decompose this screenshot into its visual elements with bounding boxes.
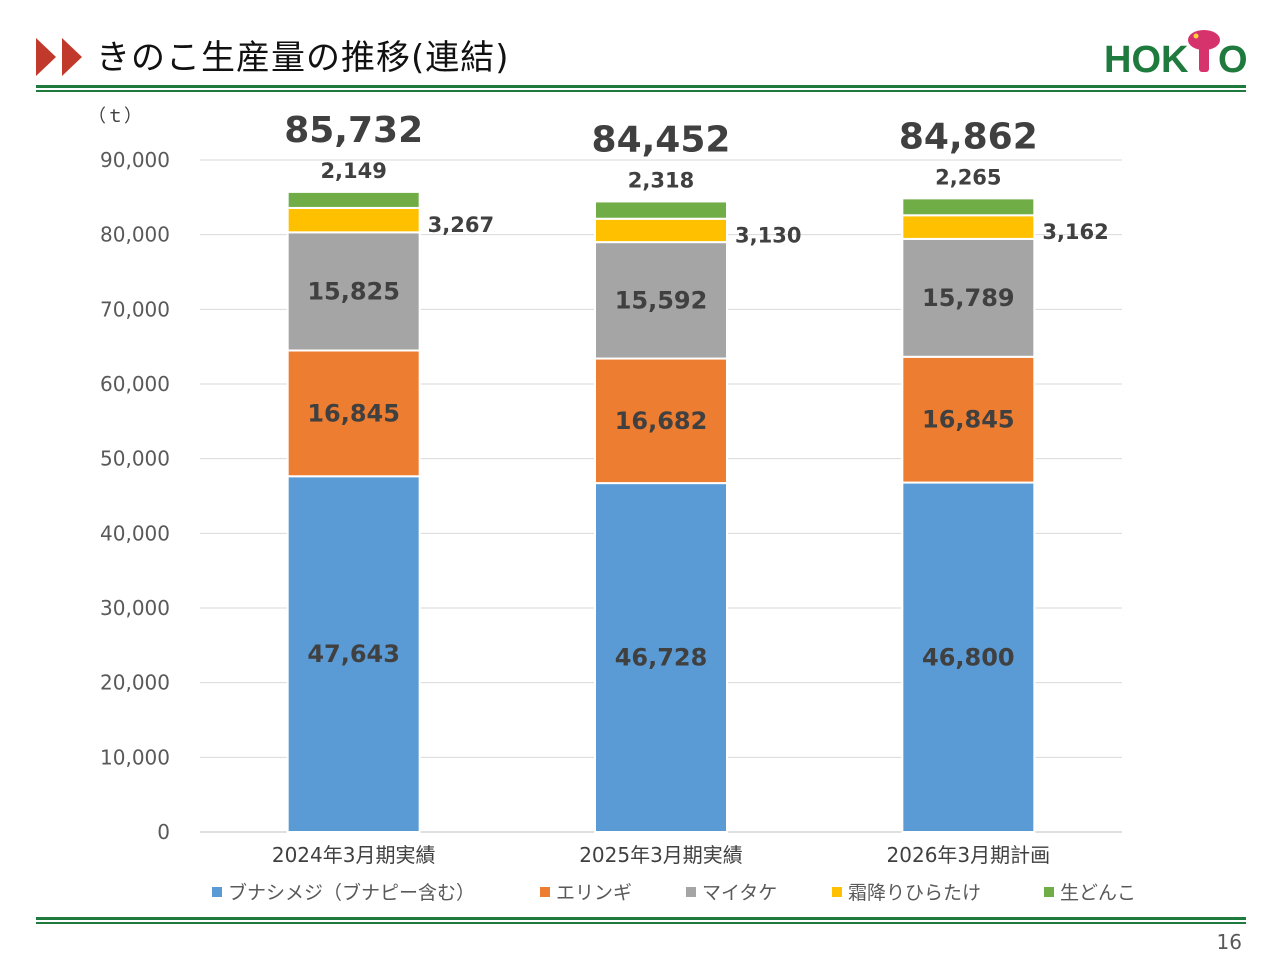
data-label: 15,789 [922, 284, 1015, 312]
data-label: 16,845 [922, 406, 1015, 434]
page-title: きのこ生産量の推移(連結) [96, 38, 510, 78]
y-tick-label: 80,000 [100, 223, 170, 247]
svg-text:HOK: HOK [1104, 39, 1189, 80]
total-label: 84,862 [899, 116, 1038, 157]
legend-swatch [686, 886, 696, 897]
data-label: 47,643 [307, 640, 400, 668]
page-number: 16 [1216, 930, 1242, 954]
legend-label: 生どんこ [1060, 882, 1137, 904]
header-rule [36, 85, 1246, 88]
data-label: 3,267 [428, 213, 494, 237]
bar-segment [901, 237, 1036, 358]
y-tick-label: 20,000 [100, 671, 170, 695]
y-tick-label: 10,000 [100, 745, 170, 769]
bar-segment [594, 357, 728, 485]
data-label: 3,130 [735, 223, 801, 247]
bar-segment [594, 200, 728, 220]
x-category-label: 2025年3月期実績 [579, 843, 743, 867]
bar-segment [901, 481, 1036, 833]
bar-segment [594, 482, 728, 833]
data-label: 2,149 [320, 159, 386, 183]
data-label: 2,265 [935, 165, 1001, 189]
footer-rule-thin [36, 922, 1246, 924]
bar-segment [901, 355, 1036, 484]
data-label: 46,728 [615, 644, 708, 672]
bar-segment [286, 206, 421, 234]
chart-legend: ブナシメジ（ブナピー含む） エリンギ マイタケ 霜降りひらたけ 生どんこ [0, 878, 1280, 908]
footer-rule [36, 917, 1246, 920]
y-tick-label: 40,000 [100, 521, 170, 545]
total-label: 85,732 [284, 110, 423, 151]
slide-header: きのこ生産量の推移(連結) HOK O [0, 0, 1280, 100]
legend-label: マイタケ [702, 882, 778, 904]
double-arrow-icon [36, 38, 82, 76]
bar-segment [286, 475, 421, 833]
y-tick-label: 50,000 [100, 447, 170, 471]
y-tick-label: 30,000 [100, 596, 170, 620]
legend-swatch [1044, 886, 1054, 897]
data-label: 16,845 [307, 399, 400, 427]
legend-swatch [832, 886, 842, 897]
header-rule-thin [36, 90, 1246, 92]
y-tick-label: 60,000 [100, 372, 170, 396]
legend-item: マイタケ [686, 878, 777, 905]
x-category-label: 2024年3月期実績 [272, 843, 436, 867]
x-category-label: 2026年3月期計画 [887, 843, 1051, 867]
legend-label: エリンギ [556, 882, 633, 904]
legend-label: 霜降りひらたけ [848, 882, 982, 904]
y-tick-label: 90,000 [100, 148, 170, 172]
bar-segment [286, 190, 421, 209]
data-label: 3,162 [1042, 220, 1108, 244]
bar-segment [594, 217, 728, 244]
legend-item: 生どんこ [1044, 878, 1136, 905]
legend-swatch [212, 886, 222, 897]
data-label: 46,800 [922, 643, 1015, 671]
bar-segment [594, 241, 728, 360]
bar-segment [901, 197, 1036, 217]
data-label: 15,592 [615, 286, 708, 314]
hokto-logo: HOK O [1104, 30, 1248, 80]
y-axis-unit-label: （ｔ） [88, 106, 142, 127]
svg-text:O: O [1218, 39, 1248, 80]
legend-label: ブナシメジ（ブナピー含む） [228, 882, 476, 904]
legend-swatch [540, 886, 550, 897]
legend-item: エリンギ [540, 878, 632, 905]
data-label: 16,682 [615, 407, 708, 435]
legend-item: ブナシメジ（ブナピー含む） [212, 878, 475, 905]
total-label: 84,452 [592, 119, 731, 160]
legend-item: 霜降りひらたけ [832, 878, 981, 905]
y-tick-label: 0 [157, 820, 170, 844]
y-tick-label: 70,000 [100, 297, 170, 321]
bar-segment [901, 214, 1036, 240]
data-label: 15,825 [307, 277, 400, 305]
data-label: 2,318 [628, 168, 694, 192]
